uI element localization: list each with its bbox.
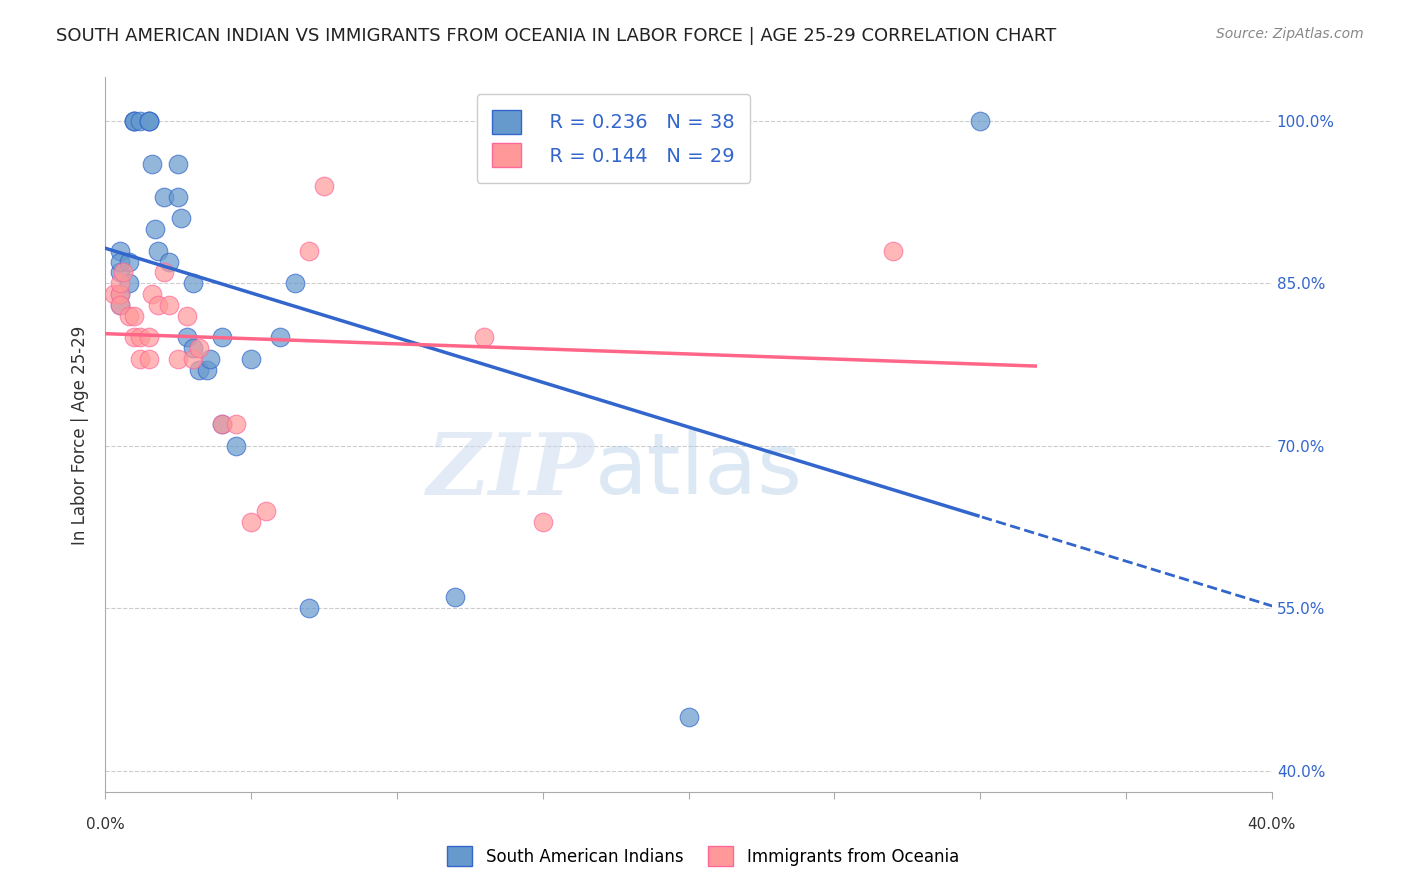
- Point: [117, 309, 139, 323]
- Point: [141, 287, 163, 301]
- Point: [444, 591, 467, 605]
- Point: [108, 254, 131, 268]
- Point: [108, 298, 131, 312]
- Point: [117, 254, 139, 268]
- Text: ZIP: ZIP: [427, 429, 595, 512]
- Point: [157, 254, 180, 268]
- Point: [129, 352, 152, 367]
- Point: [108, 244, 131, 258]
- Point: [240, 352, 263, 367]
- Point: [167, 157, 190, 171]
- Point: [103, 287, 125, 301]
- Text: 40.0%: 40.0%: [1247, 817, 1296, 832]
- Point: [146, 298, 169, 312]
- Point: [124, 113, 146, 128]
- Text: Source: ZipAtlas.com: Source: ZipAtlas.com: [1216, 27, 1364, 41]
- Point: [138, 113, 160, 128]
- Point: [211, 417, 233, 431]
- Point: [269, 330, 291, 344]
- Point: [138, 113, 160, 128]
- Point: [181, 277, 204, 291]
- Point: [211, 417, 233, 431]
- Point: [254, 504, 277, 518]
- Point: [124, 330, 146, 344]
- Point: [108, 287, 131, 301]
- Point: [211, 330, 233, 344]
- Point: [157, 298, 180, 312]
- Point: [312, 178, 335, 193]
- Point: [152, 265, 174, 279]
- Text: 0.0%: 0.0%: [86, 817, 125, 832]
- Point: [129, 113, 152, 128]
- Point: [108, 277, 131, 291]
- Point: [146, 244, 169, 258]
- Point: [969, 113, 991, 128]
- Point: [225, 417, 247, 431]
- Point: [167, 189, 190, 203]
- Point: [181, 352, 204, 367]
- Point: [167, 352, 190, 367]
- Point: [298, 244, 321, 258]
- Point: [531, 515, 554, 529]
- Point: [138, 352, 160, 367]
- Point: [678, 709, 700, 723]
- Point: [187, 363, 209, 377]
- Point: [298, 601, 321, 615]
- Point: [240, 515, 263, 529]
- Point: [129, 330, 152, 344]
- Point: [181, 341, 204, 355]
- Y-axis label: In Labor Force | Age 25-29: In Labor Force | Age 25-29: [72, 326, 89, 544]
- Text: atlas: atlas: [595, 429, 803, 512]
- Point: [176, 309, 198, 323]
- Point: [225, 439, 247, 453]
- Point: [108, 265, 131, 279]
- Point: [152, 189, 174, 203]
- Point: [882, 244, 904, 258]
- Point: [108, 298, 131, 312]
- Legend: South American Indians, Immigrants from Oceania: South American Indians, Immigrants from …: [439, 838, 967, 875]
- Point: [195, 363, 218, 377]
- Point: [108, 287, 131, 301]
- Point: [124, 113, 146, 128]
- Point: [176, 330, 198, 344]
- Point: [124, 309, 146, 323]
- Point: [170, 211, 193, 226]
- Point: [111, 265, 134, 279]
- Point: [143, 222, 166, 236]
- Point: [138, 330, 160, 344]
- Legend:   R = 0.236   N = 38,   R = 0.144   N = 29: R = 0.236 N = 38, R = 0.144 N = 29: [477, 95, 749, 183]
- Point: [124, 113, 146, 128]
- Point: [187, 341, 209, 355]
- Point: [141, 157, 163, 171]
- Point: [138, 113, 160, 128]
- Point: [200, 352, 222, 367]
- Point: [284, 277, 307, 291]
- Point: [117, 277, 139, 291]
- Point: [474, 330, 496, 344]
- Text: SOUTH AMERICAN INDIAN VS IMMIGRANTS FROM OCEANIA IN LABOR FORCE | AGE 25-29 CORR: SOUTH AMERICAN INDIAN VS IMMIGRANTS FROM…: [56, 27, 1056, 45]
